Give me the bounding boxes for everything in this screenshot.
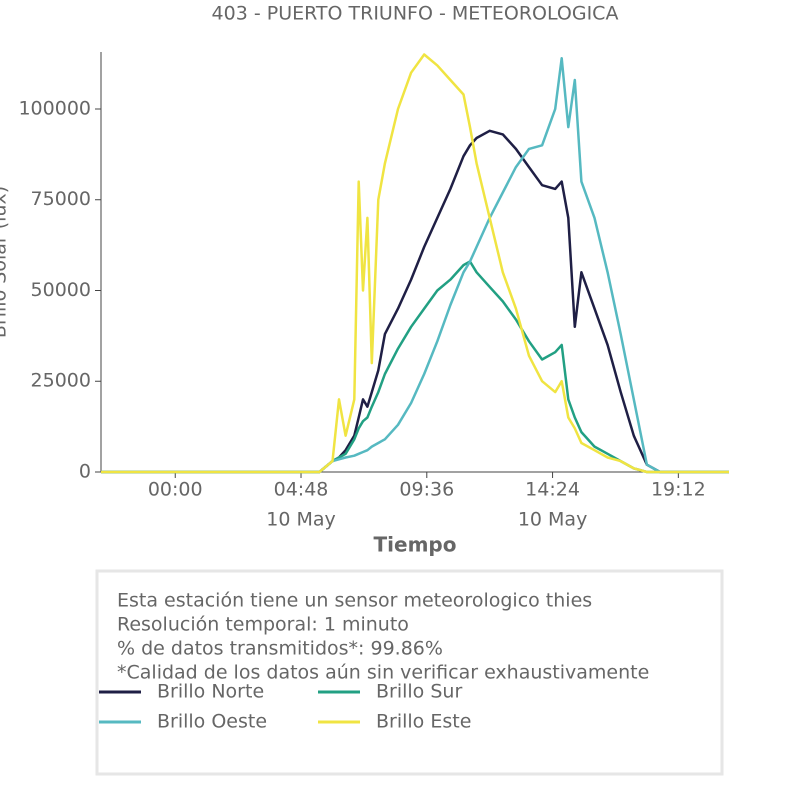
- x-tick-label: 19:12: [651, 479, 706, 501]
- x-tick-label: 04:48: [274, 479, 329, 501]
- x-tick-label: 09:36: [399, 479, 454, 501]
- series-line: [101, 53, 729, 474]
- info-box: [95, 569, 724, 776]
- legend-label: Brillo Oeste: [157, 711, 267, 733]
- info-text: *Calidad de los datos aún sin verificar …: [117, 662, 649, 684]
- series-line: [101, 129, 729, 474]
- x-tick-label: 10 May: [266, 509, 336, 531]
- chart-title: 403 - PUERTO TRIUNFO - METEOROLOGICA: [212, 3, 619, 25]
- info-text: Esta estación tiene un sensor meteorolog…: [117, 590, 592, 612]
- legend-label: Brillo Este: [376, 711, 471, 733]
- series-line: [101, 260, 729, 474]
- x-tick-label: 14:24: [525, 479, 580, 501]
- y-tick-label: 0: [79, 461, 91, 483]
- legend-label: Brillo Norte: [157, 681, 264, 703]
- y-axis-label: Brillo Solar (lux): [0, 186, 11, 338]
- x-axis-label: Tiempo: [374, 533, 457, 557]
- x-tick-label: 00:00: [148, 479, 203, 501]
- y-tick-label: 50000: [31, 279, 91, 301]
- info-text: % de datos transmitidos*: 99.86%: [117, 638, 443, 660]
- x-tick-label: 10 May: [518, 509, 588, 531]
- legend-label: Brillo Sur: [376, 681, 462, 703]
- y-tick-label: 25000: [31, 370, 91, 392]
- series-line: [101, 56, 729, 474]
- y-tick-label: 100000: [18, 97, 91, 119]
- info-text: Resolución temporal: 1 minuto: [117, 614, 409, 636]
- y-tick-label: 75000: [31, 188, 91, 210]
